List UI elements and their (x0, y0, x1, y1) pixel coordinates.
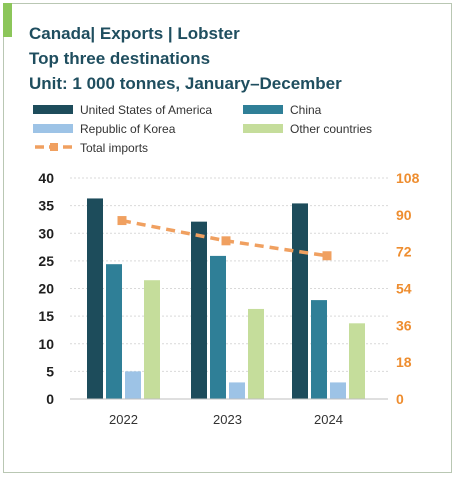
y2-tick-label: 54 (396, 281, 412, 297)
bar-korea (229, 382, 245, 399)
legend-label: Republic of Korea (80, 122, 176, 136)
y-tick-label: 40 (38, 170, 54, 186)
legend-marker (50, 143, 58, 151)
y2-tick-label: 0 (396, 391, 404, 407)
bar-china (311, 300, 327, 399)
total-marker (322, 251, 332, 261)
y-tick-label: 25 (38, 253, 54, 269)
y-tick-label: 0 (46, 391, 54, 407)
y2-tick-label: 108 (396, 170, 420, 186)
bar-other (144, 280, 160, 399)
bar-other (349, 323, 365, 399)
legend-label: China (290, 103, 322, 117)
legend-swatch (243, 124, 283, 133)
y2-tick-label: 90 (396, 207, 412, 223)
legend-swatch (33, 105, 73, 114)
total-marker (221, 236, 231, 246)
y2-tick-label: 36 (396, 317, 412, 333)
bar-korea (330, 382, 346, 399)
y-tick-label: 20 (38, 281, 54, 297)
chart-title: Canada| Exports | Lobster (29, 24, 240, 43)
chart-subtitle: Top three destinations (29, 49, 211, 68)
bar-usa (191, 221, 207, 399)
y-tick-label: 35 (38, 198, 54, 214)
bar-usa (87, 198, 103, 399)
y-tick-label: 5 (46, 363, 54, 379)
y-tick-label: 30 (38, 225, 54, 241)
bar-korea (125, 371, 141, 399)
bar-other (248, 308, 264, 399)
accent-bar (3, 3, 12, 37)
legend-label: Other countries (290, 122, 372, 136)
x-tick-label: 2023 (213, 412, 242, 427)
bar-china (106, 264, 122, 399)
bar-china (210, 255, 226, 399)
legend-label: Total imports (80, 141, 148, 155)
x-tick-label: 2022 (109, 412, 138, 427)
legend-swatch (243, 105, 283, 114)
total-marker (117, 216, 127, 226)
x-tick-label: 2024 (314, 412, 343, 427)
y-tick-label: 15 (38, 308, 54, 324)
y2-tick-label: 72 (396, 244, 412, 260)
legend-label: United States of America (80, 103, 212, 117)
bar-usa (292, 203, 308, 399)
legend-swatch (33, 124, 73, 133)
y-tick-label: 10 (38, 336, 54, 352)
y2-tick-label: 18 (396, 354, 412, 370)
chart-unit: Unit: 1 000 tonnes, January–December (29, 74, 342, 93)
